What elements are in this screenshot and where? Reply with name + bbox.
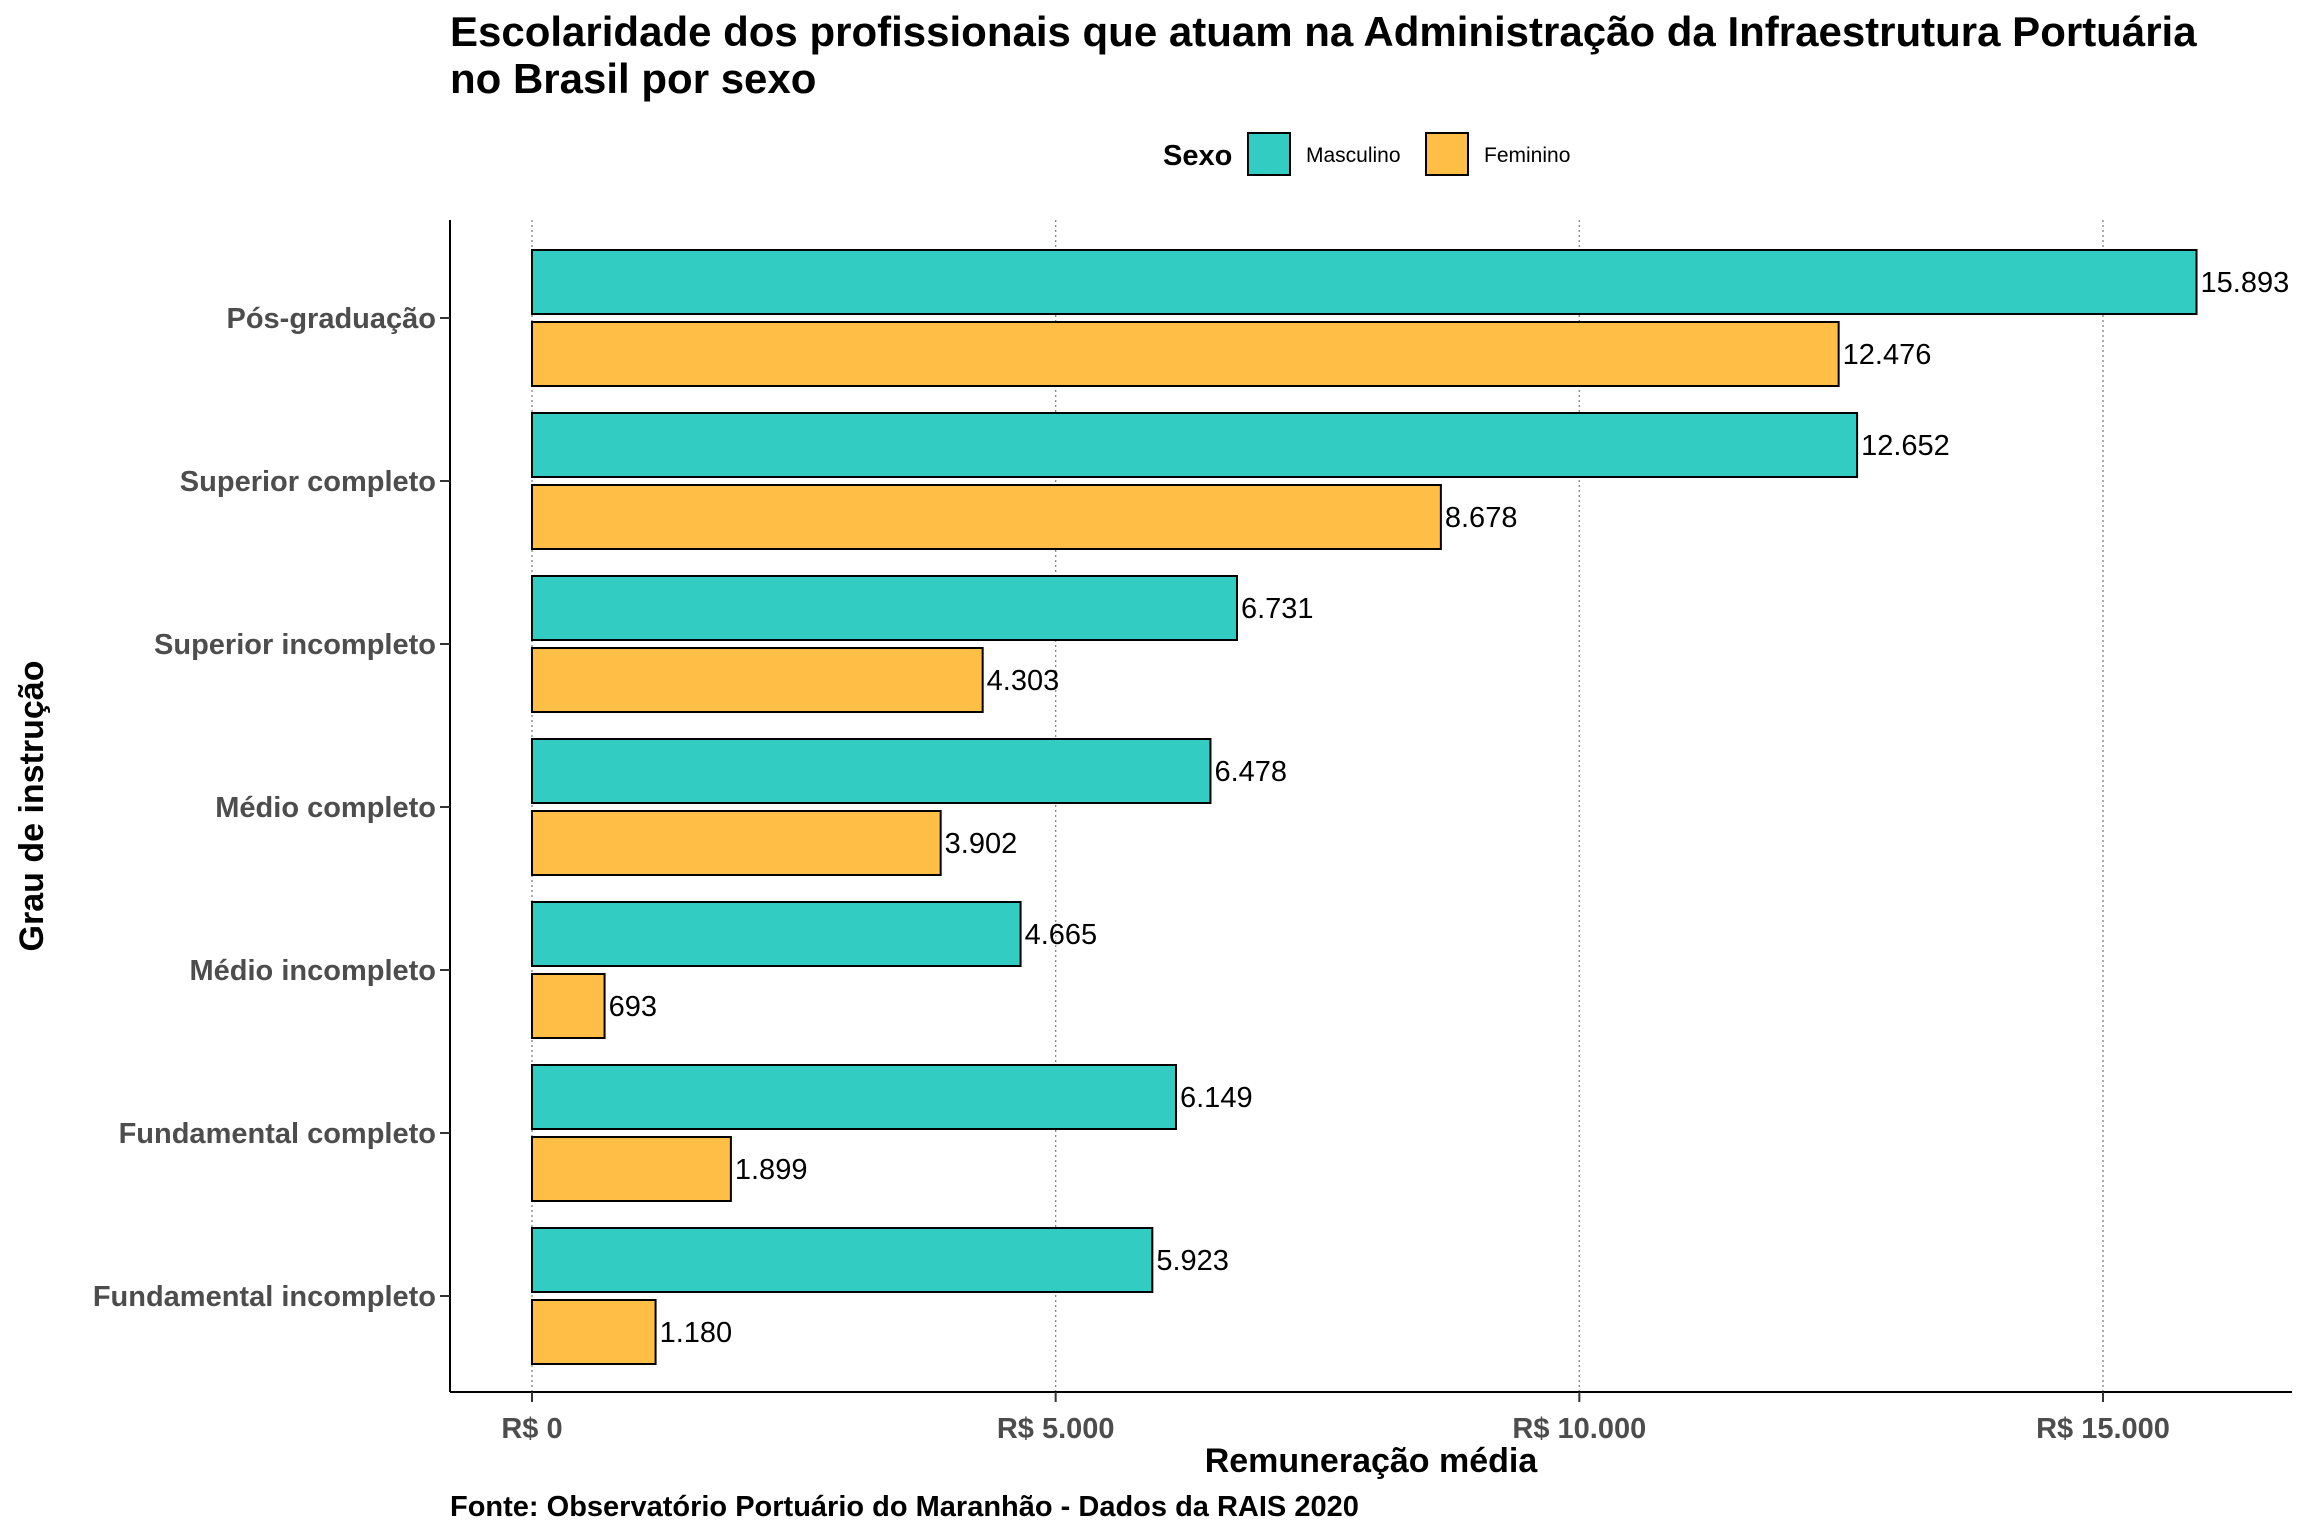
category-label-4: Médio incompleto — [190, 955, 437, 987]
x-axis-title: Remuneração média — [1205, 1442, 1539, 1480]
y-axis-title: Grau de instrução — [13, 661, 51, 952]
category-label-1: Superior completo — [180, 466, 436, 498]
bar-masculino-0 — [531, 249, 2198, 315]
bars — [531, 249, 2198, 1365]
bar-feminino-4 — [531, 973, 606, 1039]
value-labels: 15.893 12.476 12.652 8.678 6.731 4.303 6.478 3.… — [609, 267, 2290, 1349]
x-tick-label-3: R$ 15.000 — [2036, 1413, 2170, 1445]
chart-title-line-2: no Brasil por sexo — [450, 55, 816, 102]
value-label-masculino-1: 12.652 — [1861, 430, 1950, 462]
value-label-feminino-5: 1.899 — [735, 1154, 808, 1186]
value-label-feminino-2: 4.303 — [987, 665, 1060, 697]
category-label-5: Fundamental completo — [119, 1118, 436, 1150]
category-label-2: Superior incompleto — [154, 629, 436, 661]
legend: Sexo Masculino Feminino — [1163, 132, 1570, 176]
chart-title: Escolaridade dos profissionais que atuam… — [450, 8, 2197, 102]
x-axis-ticks: R$ 0 R$ 5.000 R$ 10.000 R$ 15.000 — [501, 1392, 2170, 1445]
value-label-feminino-3: 3.902 — [945, 828, 1018, 860]
value-label-feminino-1: 8.678 — [1445, 502, 1518, 534]
bar-feminino-6 — [531, 1299, 657, 1365]
x-tick-label-2: R$ 10.000 — [1512, 1413, 1646, 1445]
caption: Fonte: Observatório Portuário do Maranhã… — [450, 1491, 1359, 1523]
bar-masculino-2 — [531, 575, 1238, 641]
bar-feminino-1 — [531, 484, 1442, 550]
legend-label-masculino: Masculino — [1306, 144, 1401, 167]
legend-swatch-masculino — [1247, 132, 1291, 176]
legend-title: Sexo — [1163, 140, 1232, 172]
bar-feminino-0 — [531, 321, 1840, 387]
bar-masculino-1 — [531, 412, 1859, 478]
category-label-3: Médio completo — [215, 792, 436, 824]
value-label-masculino-5: 6.149 — [1180, 1082, 1253, 1114]
bar-feminino-3 — [531, 810, 942, 876]
chart-title-line-1: Escolaridade dos profissionais que atuam… — [450, 8, 2197, 55]
category-label-6: Fundamental incompleto — [93, 1281, 436, 1313]
bar-masculino-5 — [531, 1064, 1178, 1130]
x-tick-label-0: R$ 0 — [501, 1413, 562, 1445]
value-label-masculino-4: 4.665 — [1025, 919, 1098, 951]
value-label-masculino-6: 5.923 — [1156, 1245, 1229, 1277]
bar-masculino-3 — [531, 738, 1212, 804]
legend-swatch-feminino — [1425, 132, 1469, 176]
bar-feminino-2 — [531, 647, 984, 713]
value-label-feminino-4: 693 — [609, 991, 657, 1023]
value-label-feminino-0: 12.476 — [1843, 339, 1932, 371]
value-label-masculino-2: 6.731 — [1241, 593, 1314, 625]
value-label-masculino-3: 6.478 — [1214, 756, 1287, 788]
category-labels: Pós-graduação Superior completo Superior i… — [93, 303, 450, 1313]
value-label-feminino-6: 1.180 — [660, 1317, 733, 1349]
grid-lines — [531, 220, 2104, 1392]
x-tick-label-1: R$ 5.000 — [997, 1413, 1115, 1445]
bar-masculino-4 — [531, 901, 1022, 967]
bar-feminino-5 — [531, 1136, 732, 1202]
legend-label-feminino: Feminino — [1484, 144, 1570, 167]
bar-masculino-6 — [531, 1227, 1154, 1293]
value-label-masculino-0: 15.893 — [2201, 267, 2290, 299]
category-label-0: Pós-graduação — [227, 303, 437, 335]
